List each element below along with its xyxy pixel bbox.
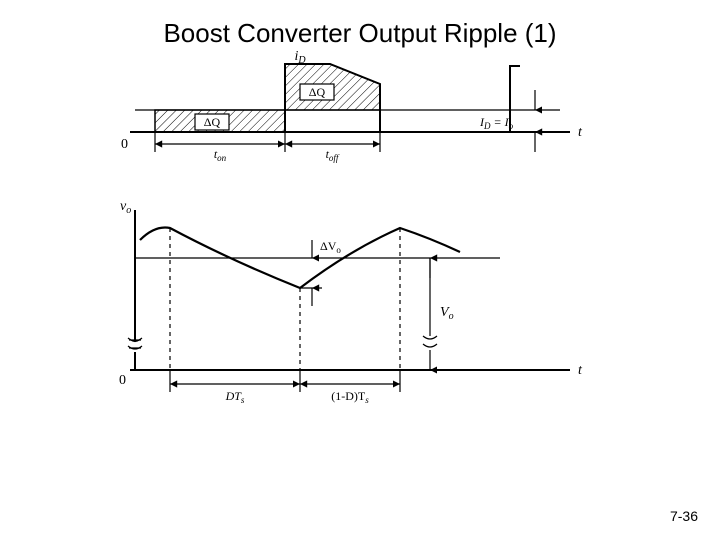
dvo-label: ΔVo xyxy=(320,239,341,255)
origin-top: 0 xyxy=(121,137,128,152)
odts-label: (1-D)Ts xyxy=(331,389,369,405)
toff-label: toff xyxy=(326,147,340,163)
deltaq-text-below: ΔQ xyxy=(204,115,221,129)
output-voltage-plot: vo t 0 ΔVo Vo DTs (1-D)Ts xyxy=(0,190,720,450)
vo-axis-label: vo xyxy=(120,199,131,216)
t-label-top: t xyxy=(578,125,583,140)
vo-dim-break xyxy=(423,336,437,347)
origin-bottom: 0 xyxy=(119,373,126,388)
page-number: 7-36 xyxy=(670,508,698,524)
deltaq-text-above: ΔQ xyxy=(309,85,326,99)
dts-label: DTs xyxy=(225,389,245,405)
ido-label: ID = Io xyxy=(479,115,514,131)
ton-label: ton xyxy=(214,147,227,163)
t-label-bottom: t xyxy=(578,363,583,378)
vo-label: Vo xyxy=(440,305,454,322)
